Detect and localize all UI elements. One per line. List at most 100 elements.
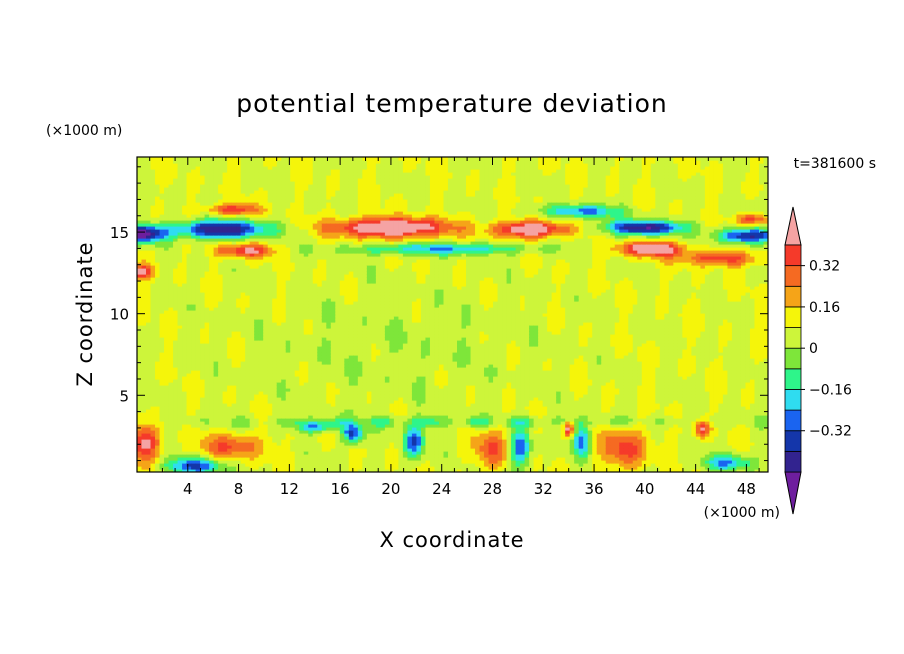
contour-cell: [218, 346, 224, 350]
contour-cell: [186, 172, 192, 176]
contour-cell: [168, 337, 174, 341]
contour-cell: [137, 160, 143, 164]
contour-cell: [213, 355, 219, 359]
contour-cell: [227, 190, 233, 194]
contour-cell: [159, 448, 165, 452]
contour-cell: [137, 451, 143, 455]
contour-cell: [245, 373, 251, 377]
contour-cell: [200, 469, 206, 472]
contour-cell: [236, 343, 242, 347]
contour-cell: [218, 454, 224, 458]
contour-cell: [245, 439, 251, 443]
contour-cell: [209, 358, 215, 362]
contour-cell: [177, 223, 183, 227]
contour-cell: [159, 328, 165, 332]
contour-cell: [141, 391, 147, 395]
contour-cell: [177, 205, 183, 209]
contour-cell: [177, 184, 183, 188]
contour-cell: [231, 442, 237, 446]
contour-cell: [186, 361, 192, 365]
contour-cell: [173, 172, 179, 176]
contour-cell: [173, 202, 179, 206]
contour-cell: [141, 253, 147, 257]
contour-cell: [191, 298, 197, 302]
contour-cell: [168, 232, 174, 236]
contour-cell: [245, 241, 251, 245]
contour-cell: [245, 178, 251, 182]
contour-cell: [191, 241, 197, 245]
contour-cell: [137, 421, 143, 425]
contour-cell: [195, 286, 201, 290]
contour-cell: [177, 301, 183, 305]
contour-cell: [240, 316, 246, 320]
contour-cell: [245, 250, 251, 254]
contour-cell: [173, 157, 179, 161]
contour-cell: [146, 163, 152, 167]
contour-cell: [200, 277, 206, 281]
contour-cell: [146, 199, 152, 203]
contour-cell: [218, 238, 224, 242]
contour-cell: [164, 166, 170, 170]
contour-cell: [200, 181, 206, 185]
contour-cell: [222, 250, 228, 254]
contour-cell: [213, 316, 219, 320]
contour-cell: [155, 244, 161, 248]
contour-cell: [150, 430, 156, 434]
contour-cell: [168, 307, 174, 311]
contour-cell: [200, 334, 206, 338]
contour-cell: [168, 265, 174, 269]
contour-cell: [236, 388, 242, 392]
contour-cell: [222, 169, 228, 173]
contour-cell: [231, 289, 237, 293]
contour-cell: [200, 310, 206, 314]
contour-cell: [195, 337, 201, 341]
contour-cell: [146, 412, 152, 416]
contour-cell: [168, 313, 174, 317]
contour-cell: [204, 418, 210, 422]
contour-cell: [155, 352, 161, 356]
contour-cell: [168, 226, 174, 230]
contour-cell: [168, 169, 174, 173]
contour-cell: [204, 241, 210, 245]
contour-cell: [213, 181, 219, 185]
contour-cell: [159, 373, 165, 377]
contour-cell: [218, 310, 224, 314]
contour-cell: [213, 235, 219, 239]
contour-cell: [137, 205, 143, 209]
contour-cell: [159, 343, 165, 347]
contour-cell: [186, 355, 192, 359]
contour-cell: [141, 316, 147, 320]
contour-cell: [155, 199, 161, 203]
contour-cell: [213, 337, 219, 341]
contour-cell: [186, 271, 192, 275]
contour-cell: [236, 175, 242, 179]
contour-cell: [182, 370, 188, 374]
contour-cell: [213, 247, 219, 251]
contour-cell: [186, 289, 192, 293]
contour-cell: [150, 355, 156, 359]
contour-cell: [137, 352, 143, 356]
contour-cell: [150, 325, 156, 329]
contour-cell: [182, 400, 188, 404]
contour-cell: [150, 181, 156, 185]
contour-cell: [182, 433, 188, 437]
contour-cell: [240, 466, 246, 470]
contour-cell: [137, 208, 143, 212]
contour-cell: [200, 193, 206, 197]
contour-cell: [146, 409, 152, 413]
contour-cell: [182, 385, 188, 389]
contour-cell: [150, 337, 156, 341]
contour-cell: [209, 223, 215, 227]
contour-cell: [164, 412, 170, 416]
contour-cell: [204, 214, 210, 218]
contour-cell: [191, 196, 197, 200]
contour-cell: [155, 238, 161, 242]
contour-cell: [191, 259, 197, 263]
contour-cell: [204, 190, 210, 194]
contour-cell: [200, 178, 206, 182]
contour-cell: [186, 301, 192, 305]
contour-cell: [209, 283, 215, 287]
contour-cell: [173, 184, 179, 188]
contour-cell: [218, 322, 224, 326]
contour-cell: [159, 391, 165, 395]
